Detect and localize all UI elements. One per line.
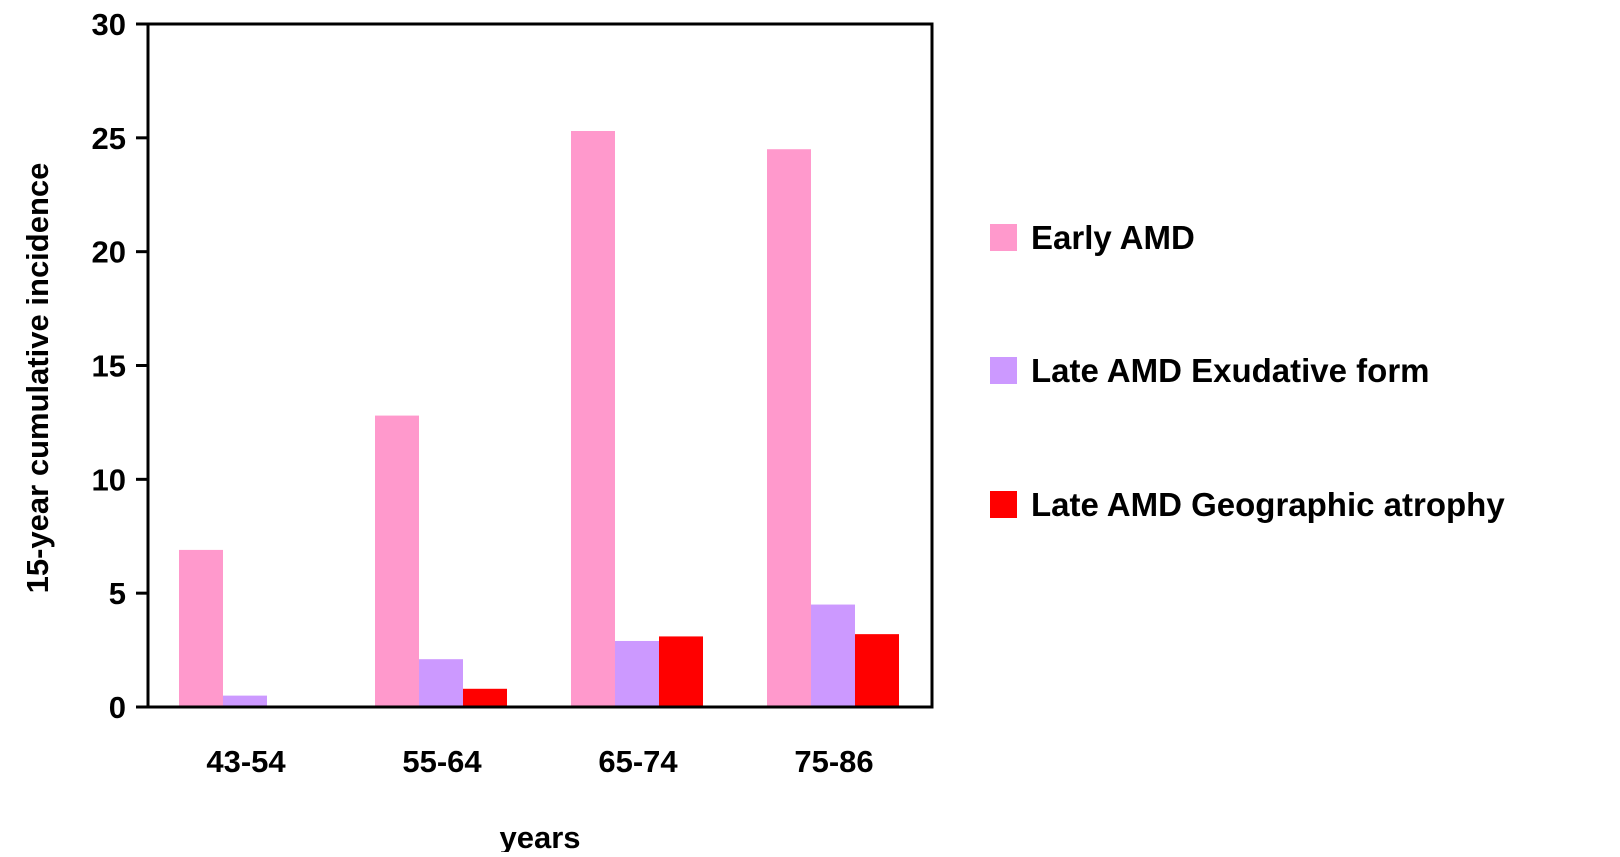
y-tick-label: 5 xyxy=(109,576,126,611)
legend-swatch xyxy=(990,491,1017,518)
x-tick-label: 75-86 xyxy=(794,744,873,779)
bars-layer xyxy=(179,131,899,708)
x-axis-title: years xyxy=(499,820,580,852)
bar-55-64-series-3 xyxy=(463,688,507,707)
legend-label: Late AMD Geographic atrophy xyxy=(1031,486,1505,523)
legend: Early AMD Late AMD Exudative form Late AMD… xyxy=(990,219,1505,523)
legend-label: Late AMD Exudative form xyxy=(1031,352,1430,389)
x-tick-label: 55-64 xyxy=(402,744,482,779)
bar-55-64-series-1 xyxy=(375,415,419,707)
y-tick-label: 10 xyxy=(92,462,126,497)
x-tick-label: 43-54 xyxy=(206,744,286,779)
y-tick-label: 20 xyxy=(92,235,126,270)
y-axis: 0 5 10 15 20 25 30 xyxy=(92,7,148,725)
bar-65-74-series-1 xyxy=(571,131,615,708)
bar-75-86-series-2 xyxy=(811,604,855,707)
y-axis-title: 15-year cumulative incidence xyxy=(20,163,55,594)
bar-65-74-series-3 xyxy=(659,636,703,707)
y-tick-label: 25 xyxy=(92,121,126,156)
bar-55-64-series-2 xyxy=(419,659,463,707)
legend-swatch xyxy=(990,357,1017,384)
bar-75-86-series-3 xyxy=(855,634,899,707)
x-axis: 43-54 55-64 65-74 75-86 xyxy=(206,744,873,779)
y-tick-label: 0 xyxy=(109,690,126,725)
bar-43-54-series-1 xyxy=(179,549,223,707)
y-tick-label: 30 xyxy=(92,7,126,42)
bar-75-86-series-1 xyxy=(767,149,811,707)
y-tick-label: 15 xyxy=(92,349,126,384)
bar-65-74-series-2 xyxy=(615,640,659,707)
legend-swatch xyxy=(990,224,1017,251)
bar-43-54-series-2 xyxy=(223,695,267,707)
x-tick-label: 65-74 xyxy=(598,744,678,779)
legend-label: Early AMD xyxy=(1031,219,1195,256)
